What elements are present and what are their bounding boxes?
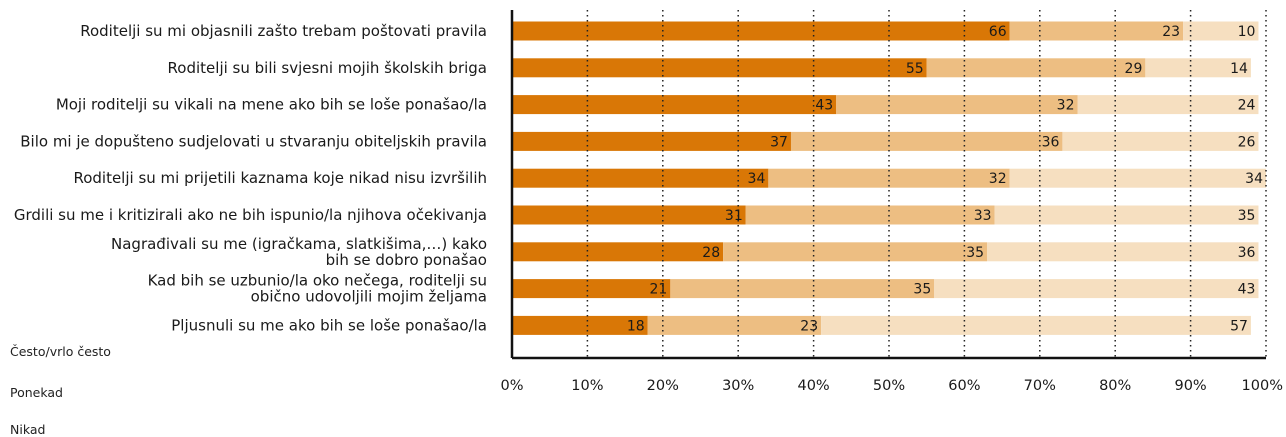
- bar-segment: [836, 95, 1078, 115]
- value-label: 55: [906, 61, 924, 77]
- x-tick-label: 20%: [647, 378, 679, 394]
- bar-segment: [512, 279, 671, 299]
- value-label: 35: [966, 245, 984, 261]
- value-label: 34: [1245, 171, 1263, 187]
- category-label: Bilo mi je dopušteno sudjelovati u stvar…: [20, 132, 487, 150]
- legend-item: Često/vrlo često: [10, 344, 111, 359]
- x-tick-label: 40%: [797, 378, 829, 394]
- value-label: 36: [1042, 134, 1060, 150]
- bar-segment: [647, 315, 822, 335]
- bar-segment: [1009, 21, 1184, 41]
- x-tick-label: 50%: [873, 378, 905, 394]
- x-tick-label: 100%: [1242, 378, 1283, 394]
- bar-segment: [768, 168, 1010, 188]
- value-label: 34: [748, 171, 766, 187]
- value-label: 28: [702, 245, 720, 261]
- legend-item: Nikad: [10, 422, 46, 437]
- x-tick-label: 60%: [948, 378, 980, 394]
- value-label: 14: [1230, 61, 1248, 77]
- x-tick-label: 90%: [1174, 378, 1206, 394]
- value-label: 23: [800, 318, 818, 334]
- bar-segment: [821, 315, 1251, 335]
- category-label: Roditelji su mi objasnili zašto trebam p…: [80, 22, 487, 40]
- value-label: 10: [1238, 24, 1256, 40]
- value-label: 21: [650, 282, 668, 298]
- value-label: 35: [1238, 208, 1256, 224]
- bar-segment: [790, 131, 1063, 151]
- category-label: Roditelji su bili svjesni mojih školskih…: [168, 59, 487, 77]
- bar-segment: [745, 205, 995, 225]
- x-tick-label: 10%: [571, 378, 603, 394]
- value-label: 32: [989, 171, 1007, 187]
- value-label: 23: [1162, 24, 1180, 40]
- legend-item: Ponekad: [10, 385, 63, 400]
- value-label: 43: [1238, 282, 1256, 298]
- x-tick-label: 70%: [1024, 378, 1056, 394]
- x-tick-label: 0%: [500, 378, 523, 394]
- value-label: 33: [974, 208, 992, 224]
- bar-segment: [1183, 21, 1259, 41]
- value-label: 31: [725, 208, 743, 224]
- value-label: 29: [1125, 61, 1143, 77]
- category-label: Kad bih se uzbunio/la oko nečega, rodite…: [148, 272, 487, 306]
- bar-segment: [1062, 131, 1259, 151]
- category-label: Pljusnuli su me ako bih se loše ponašao/…: [171, 316, 487, 334]
- bar-segment: [512, 131, 791, 151]
- value-label: 66: [989, 24, 1007, 40]
- category-label: Grdili su me i kritizirali ako ne bih is…: [14, 206, 487, 224]
- bar-segment: [512, 21, 1010, 41]
- value-label: 57: [1230, 318, 1248, 334]
- value-label: 43: [815, 98, 833, 114]
- value-label: 36: [1238, 245, 1256, 261]
- bar-segment: [512, 58, 927, 78]
- value-label: 35: [913, 282, 931, 298]
- bar-segment: [934, 279, 1259, 299]
- category-label: Roditelji su mi prijetili kaznama koje n…: [73, 169, 487, 187]
- bar-segment: [1145, 58, 1251, 78]
- value-label: 24: [1238, 98, 1256, 114]
- bar-segment: [512, 315, 648, 335]
- bar-segment: [994, 205, 1259, 225]
- x-tick-label: 80%: [1099, 378, 1131, 394]
- value-label: 26: [1238, 134, 1256, 150]
- bar-segment: [1077, 95, 1259, 115]
- bar-segment: [723, 242, 988, 262]
- category-label: Nagrađivali su me (igračkama, slatkišima…: [111, 235, 487, 269]
- value-label: 32: [1057, 98, 1075, 114]
- bar-segment: [512, 205, 746, 225]
- x-tick-label: 30%: [722, 378, 754, 394]
- bar-segment: [987, 242, 1259, 262]
- bar-segment: [670, 279, 935, 299]
- value-label: 37: [770, 134, 788, 150]
- bar-segment: [926, 58, 1146, 78]
- bar-segment: [512, 242, 724, 262]
- value-label: 18: [627, 318, 645, 334]
- bar-segment: [512, 95, 837, 115]
- category-label: Moji roditelji su vikali na mene ako bih…: [56, 96, 487, 114]
- bar-segment: [1009, 168, 1266, 188]
- bar-segment: [512, 168, 769, 188]
